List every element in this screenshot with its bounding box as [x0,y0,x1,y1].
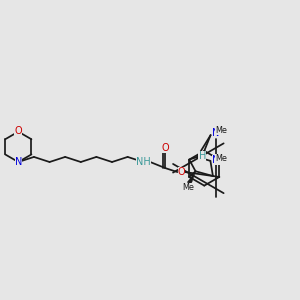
Text: O: O [14,126,22,136]
Text: H: H [199,151,206,161]
Text: O: O [178,167,185,177]
Text: N: N [15,157,22,167]
Text: Me: Me [215,126,226,135]
Text: N: N [212,155,220,165]
Text: Me: Me [215,154,227,163]
Polygon shape [187,171,196,184]
Text: O: O [162,142,169,153]
Text: Me: Me [183,183,194,192]
Text: NH: NH [136,157,151,167]
Text: N: N [212,128,219,138]
